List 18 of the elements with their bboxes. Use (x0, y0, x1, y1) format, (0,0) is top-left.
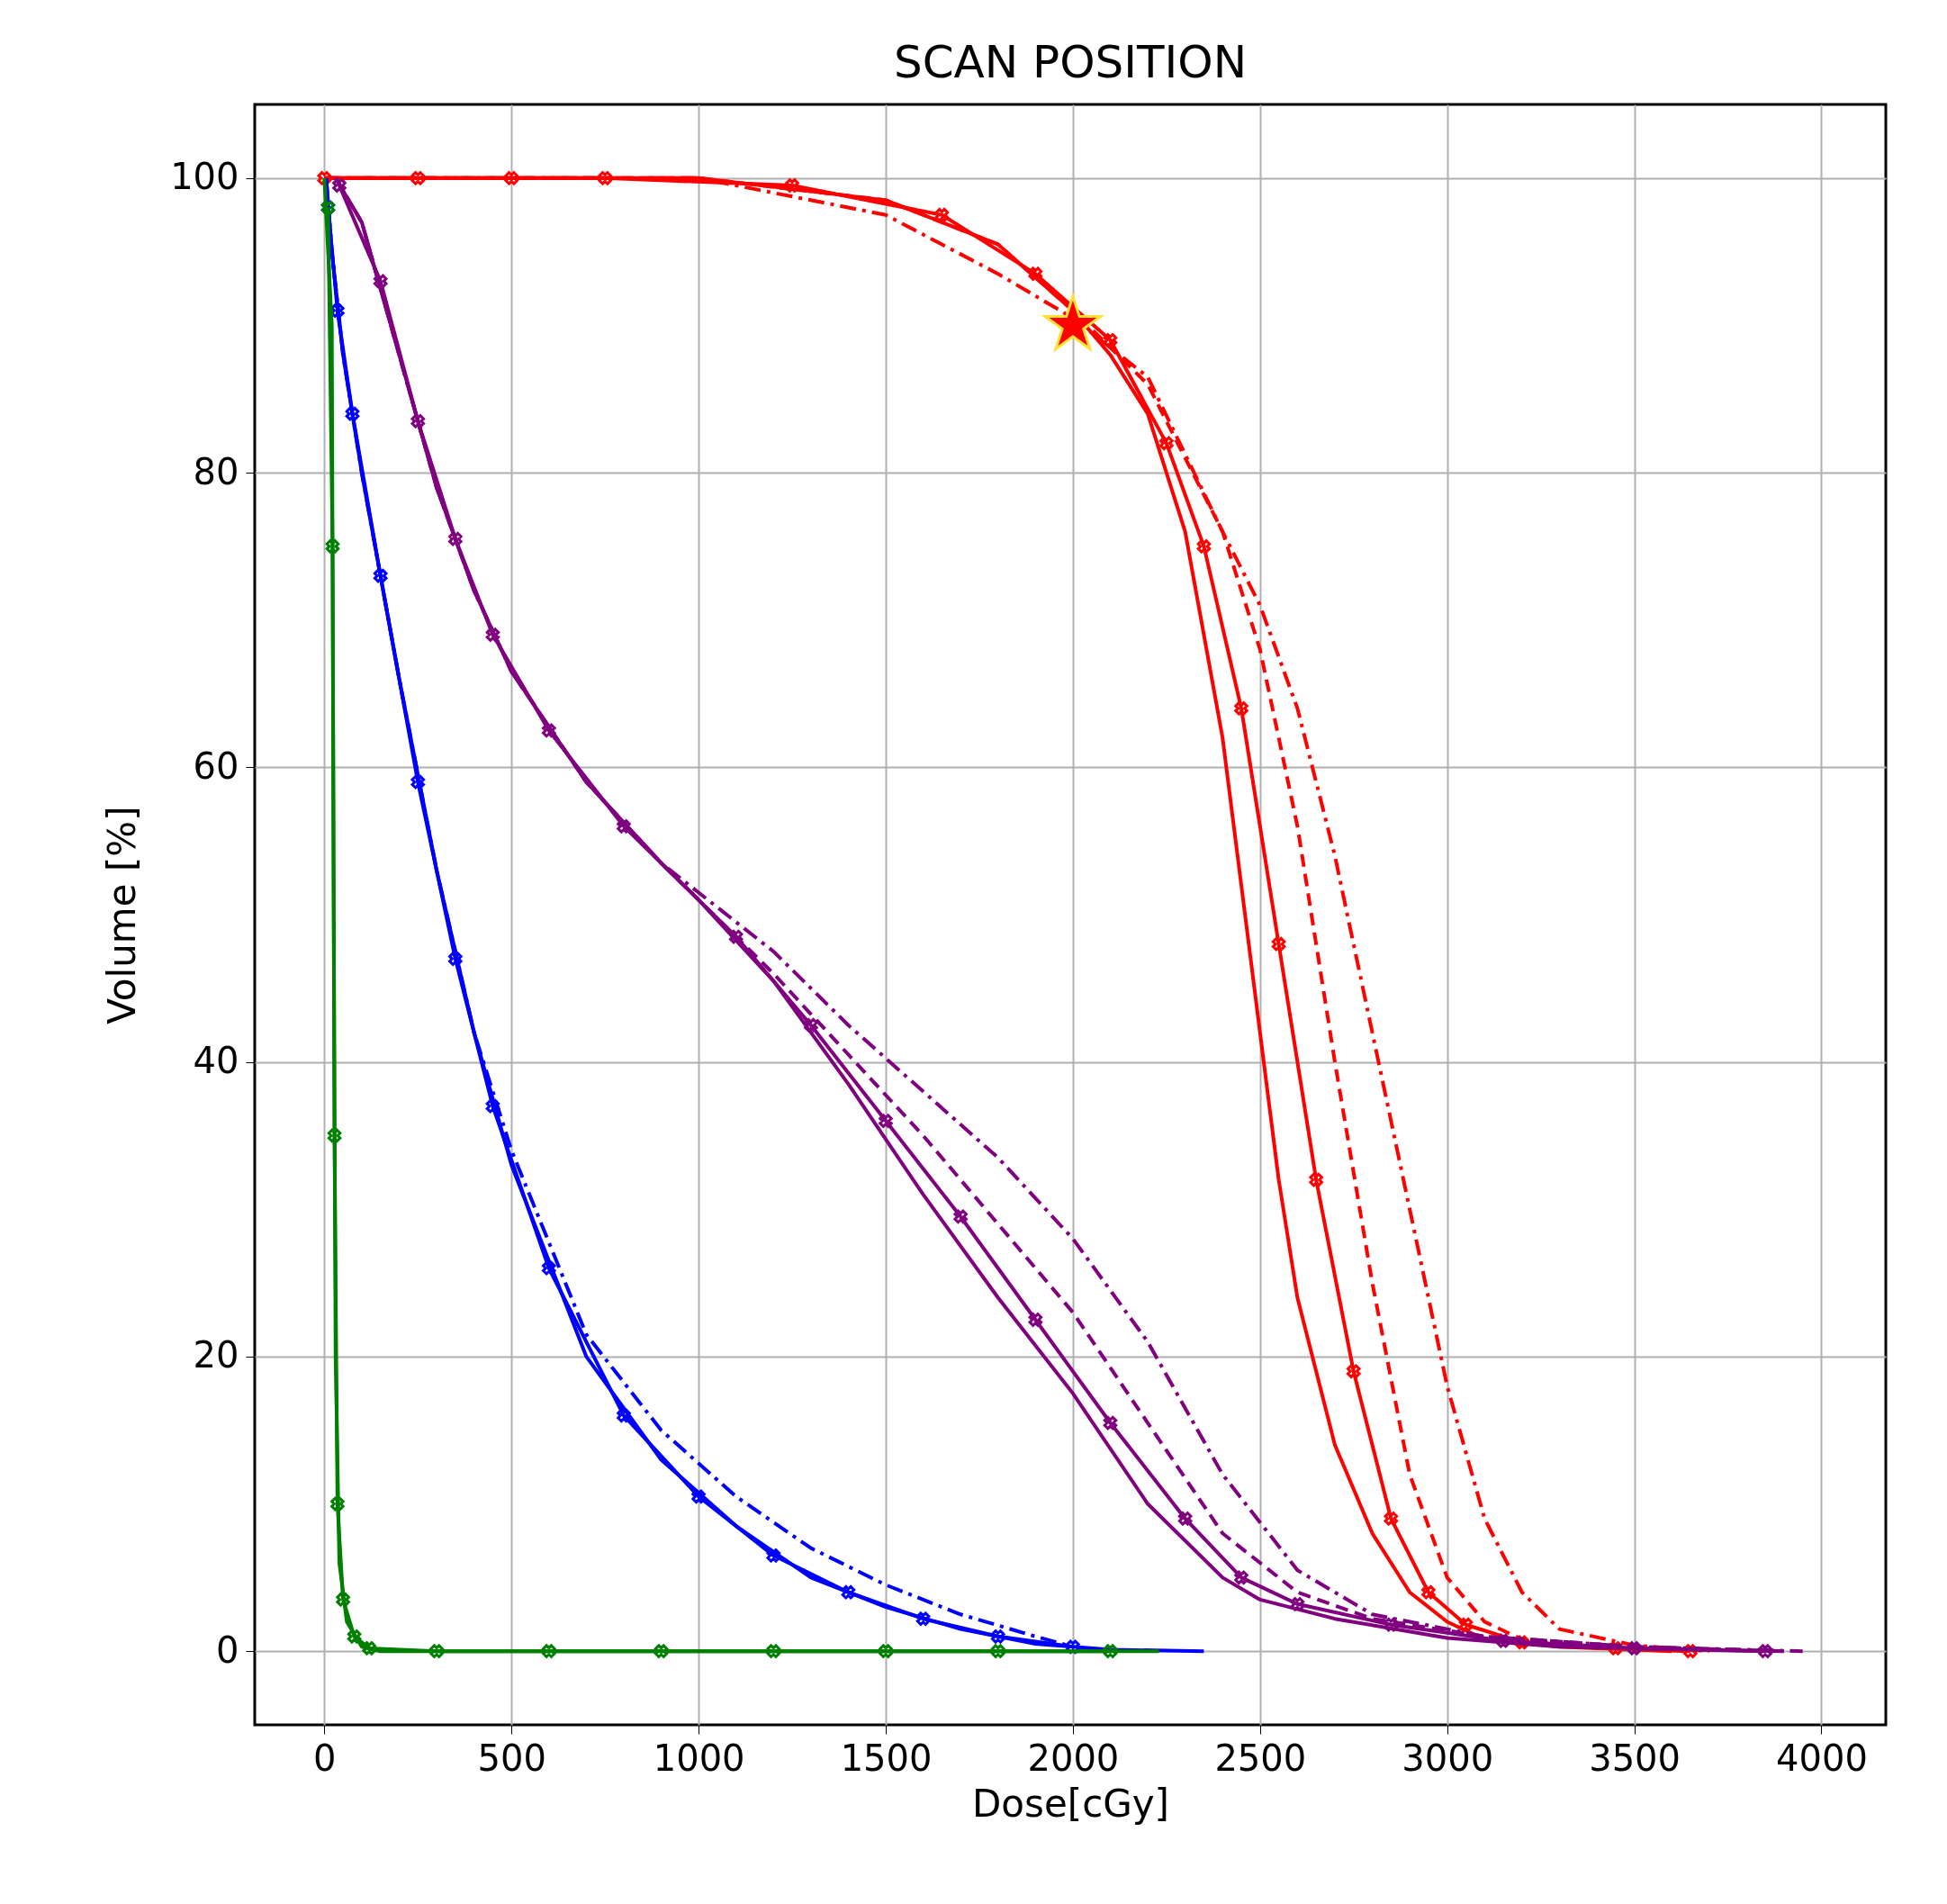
x-tick-label: 0 (313, 1737, 337, 1779)
x-tick-label: 1000 (653, 1737, 745, 1779)
y-tick-label: 100 (170, 156, 239, 198)
x-tick-label: 3000 (1402, 1737, 1494, 1779)
x-tick-label: 2500 (1214, 1737, 1307, 1779)
y-tick-label: 20 (193, 1334, 239, 1376)
y-tick-label: 80 (193, 450, 239, 492)
y-tick-label: 60 (193, 744, 239, 787)
y-tick-label: 0 (216, 1629, 239, 1671)
y-tick-label: 40 (193, 1040, 239, 1082)
x-tick-label: 500 (477, 1737, 546, 1779)
x-axis-title: Dose[cGy] (971, 1781, 1170, 1826)
chart-title: SCAN POSITION (893, 36, 1248, 88)
y-axis-title: Volume [%] (100, 806, 145, 1024)
x-tick-label: 1500 (840, 1737, 933, 1779)
x-tick-label: 2000 (1027, 1737, 1120, 1779)
x-tick-label: 4000 (1776, 1737, 1868, 1779)
x-tick-label: 3500 (1589, 1737, 1681, 1779)
